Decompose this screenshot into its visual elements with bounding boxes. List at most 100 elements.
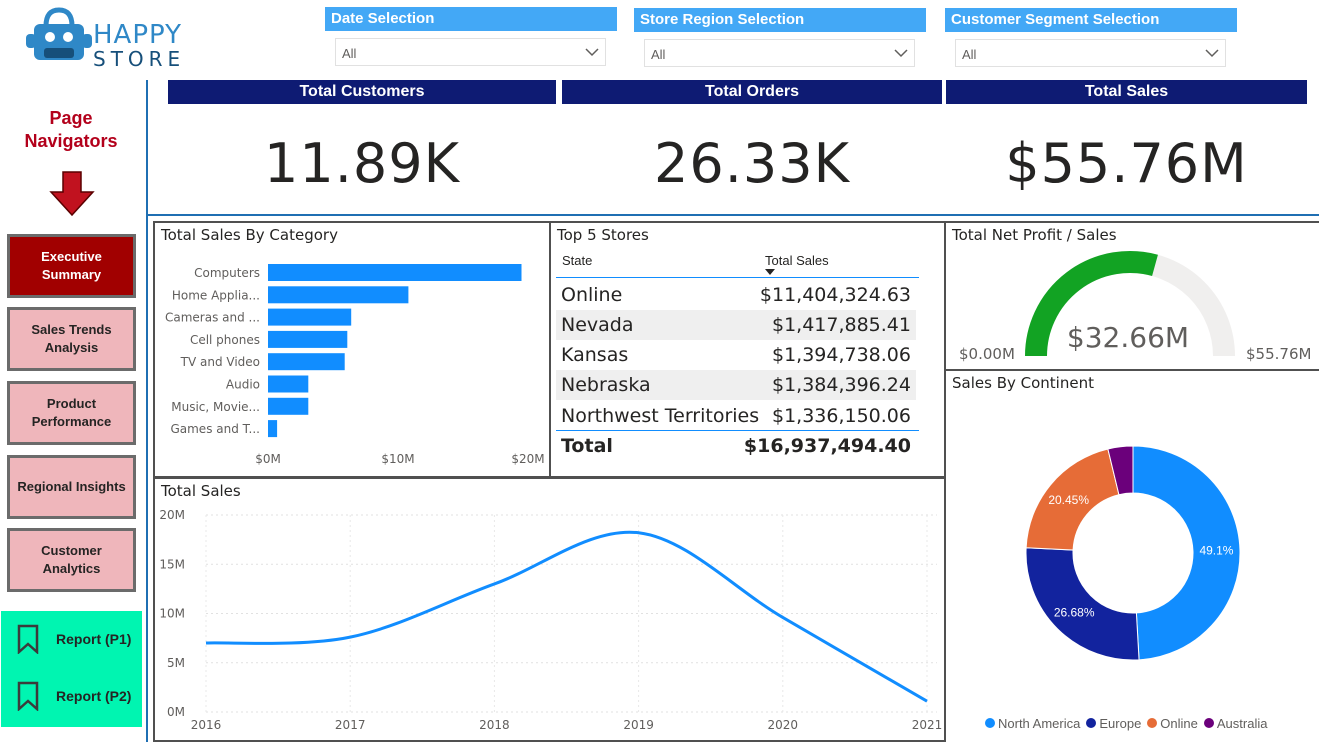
donut-slice-north-america[interactable] <box>1132 445 1241 661</box>
logo-text-store: STORE <box>93 47 186 71</box>
table-title: Top 5 Stores <box>557 226 649 244</box>
x-axis-tick-label: $10M <box>381 452 414 466</box>
store-region-slicer: Store Region Selection All <box>634 8 926 67</box>
bookmark-report-p2[interactable]: Report (P2) <box>17 681 131 711</box>
category-bar-chart: Computers Home Applia... Cameras and ... Ce… <box>165 264 545 466</box>
cell-sales: $1,384,396.24 <box>771 374 911 396</box>
continent-donut-chart-panel: Sales By Continent 49.1% 26.68% 20.45% Nor… <box>946 371 1319 742</box>
total-value: $16,937,494.40 <box>743 435 911 457</box>
continent-donut-chart: 49.1% 26.68% 20.45% <box>1025 445 1241 661</box>
category-bar[interactable] <box>268 375 309 393</box>
table-row[interactable]: Nebraska $1,384,396.24 <box>556 370 916 400</box>
category-bar-chart-panel: Total Sales By Category Computers Home Ap… <box>153 221 551 478</box>
nav-button-sales-trends-analysis[interactable]: Sales Trends Analysis <box>7 307 136 371</box>
legend-item[interactable]: North America <box>985 716 1080 731</box>
cell-state: Nebraska <box>561 374 651 396</box>
y-axis-tick-label: 15M <box>159 557 185 571</box>
bookmark-label: Report (P1) <box>56 631 132 647</box>
y-axis-tick-label: 5M <box>167 656 185 670</box>
table-row[interactable]: Nevada $1,417,885.41 <box>556 310 916 340</box>
cell-sales: $11,404,324.63 <box>759 284 911 306</box>
cell-state: Online <box>561 284 623 306</box>
legend-color-dot <box>985 718 995 728</box>
kpi-label: Total Customers <box>168 80 556 104</box>
nav-button-label-line1: Customer <box>41 543 102 558</box>
date-slicer-value: All <box>342 46 357 61</box>
table-row[interactable]: Kansas $1,394,738.06 <box>556 340 916 370</box>
x-axis-tick-label: 2021 <box>912 718 943 732</box>
bookmark-icon <box>17 624 39 654</box>
category-bar[interactable] <box>268 308 352 326</box>
category-bar[interactable] <box>268 397 309 415</box>
category-tick-label: TV and Video <box>180 355 260 369</box>
kpi-label: Total Sales <box>946 80 1307 104</box>
header-divider <box>556 277 919 278</box>
legend-label: North America <box>998 715 1081 731</box>
kpi-card-total-orders: Total Orders 26.33K <box>562 80 942 195</box>
total-sales-series-line[interactable] <box>205 530 928 703</box>
x-axis-tick-label: 2020 <box>768 718 799 732</box>
nav-button-label-line1: Executive <box>41 249 102 264</box>
legend-item[interactable]: Online <box>1147 716 1198 731</box>
gauge-fill[interactable] <box>1025 251 1158 357</box>
table-row[interactable]: Online $11,404,324.63 <box>556 280 916 310</box>
nav-button-label-line2: Performance <box>31 414 112 429</box>
category-bar[interactable] <box>268 264 522 281</box>
shopping-bag-logo-icon <box>26 7 92 60</box>
legend-color-dot <box>1086 718 1097 728</box>
x-axis-tick-label: $20M <box>511 452 544 466</box>
chart-legend: North America Europe Online Australia <box>985 715 1273 733</box>
kpi-value: $55.76M <box>1005 132 1248 195</box>
sort-descending-icon[interactable] <box>765 269 775 275</box>
gauge-value-label: $32.66M <box>1066 321 1190 354</box>
donut-slice-australia[interactable] <box>1107 445 1134 496</box>
legend-label: Australia <box>1216 715 1268 731</box>
store-logo: HAPPY STORE <box>26 6 191 71</box>
donut-data-label: 49.1% <box>1199 544 1233 558</box>
nav-button-label-line2: Analysis <box>44 340 99 355</box>
chevron-down-icon <box>585 48 599 57</box>
chart-title: Total Sales <box>161 482 241 500</box>
category-tick-label: Home Applia... <box>172 288 260 302</box>
nav-button-label-line2: Summary <box>41 267 102 282</box>
chevron-down-icon <box>1205 49 1219 58</box>
nav-button-label-line2: Analytics <box>42 561 101 576</box>
category-bar[interactable] <box>268 286 409 304</box>
kpi-card-total-customers: Total Customers 11.89K <box>168 80 556 195</box>
date-slicer-dropdown[interactable]: All <box>335 38 606 66</box>
net-profit-gauge-panel: Total Net Profit / Sales $0.00M $55.76M … <box>946 221 1319 371</box>
column-header-state[interactable]: State <box>562 253 593 268</box>
category-bar[interactable] <box>268 330 348 348</box>
nav-button-product-performance[interactable]: Product Performance <box>7 381 136 445</box>
legend-color-dot <box>1203 718 1214 728</box>
x-axis-tick-label: 2016 <box>191 718 222 732</box>
legend-color-dot <box>1147 718 1158 728</box>
customer-segment-slicer-dropdown[interactable]: All <box>955 39 1226 67</box>
y-axis-tick-label: 0M <box>167 705 185 719</box>
bookmark-icon <box>17 681 39 711</box>
category-bar[interactable] <box>268 420 278 438</box>
store-region-slicer-dropdown[interactable]: All <box>644 39 915 67</box>
chart-title: Total Net Profit / Sales <box>952 226 1117 244</box>
bookmark-report-p1[interactable]: Report (P1) <box>17 624 131 654</box>
donut-slice-europe[interactable] <box>1025 547 1140 661</box>
nav-button-regional-insights[interactable]: Regional Insights <box>7 455 136 519</box>
donut-data-label: 26.68% <box>1054 605 1095 619</box>
total-divider <box>556 430 919 431</box>
y-axis-tick-label: 10M <box>159 607 185 621</box>
legend-item[interactable]: Europe <box>1086 716 1141 731</box>
page-navigators-title-line2: Navigators <box>24 131 118 151</box>
table-row[interactable]: Northwest Territories $1,336,150.06 <box>556 401 916 431</box>
nav-button-executive-summary[interactable]: Executive Summary <box>7 234 136 298</box>
nav-button-customer-analytics[interactable]: Customer Analytics <box>7 528 136 592</box>
category-bar[interactable] <box>268 353 345 371</box>
cell-sales: $1,417,885.41 <box>771 314 911 336</box>
column-header-total-sales[interactable]: Total Sales <box>765 253 829 268</box>
date-slicer: Date Selection All <box>325 7 617 66</box>
top-stores-table-panel: Top 5 Stores State Total Sales Online $1… <box>549 221 946 478</box>
legend-item[interactable]: Australia <box>1203 715 1268 731</box>
kpi-card-total-sales: Total Sales $55.76M <box>946 80 1307 195</box>
page-navigators-title: Page Navigators <box>6 107 136 153</box>
x-axis-tick-label: 2019 <box>623 718 654 732</box>
category-tick-label: Cell phones <box>190 333 260 347</box>
